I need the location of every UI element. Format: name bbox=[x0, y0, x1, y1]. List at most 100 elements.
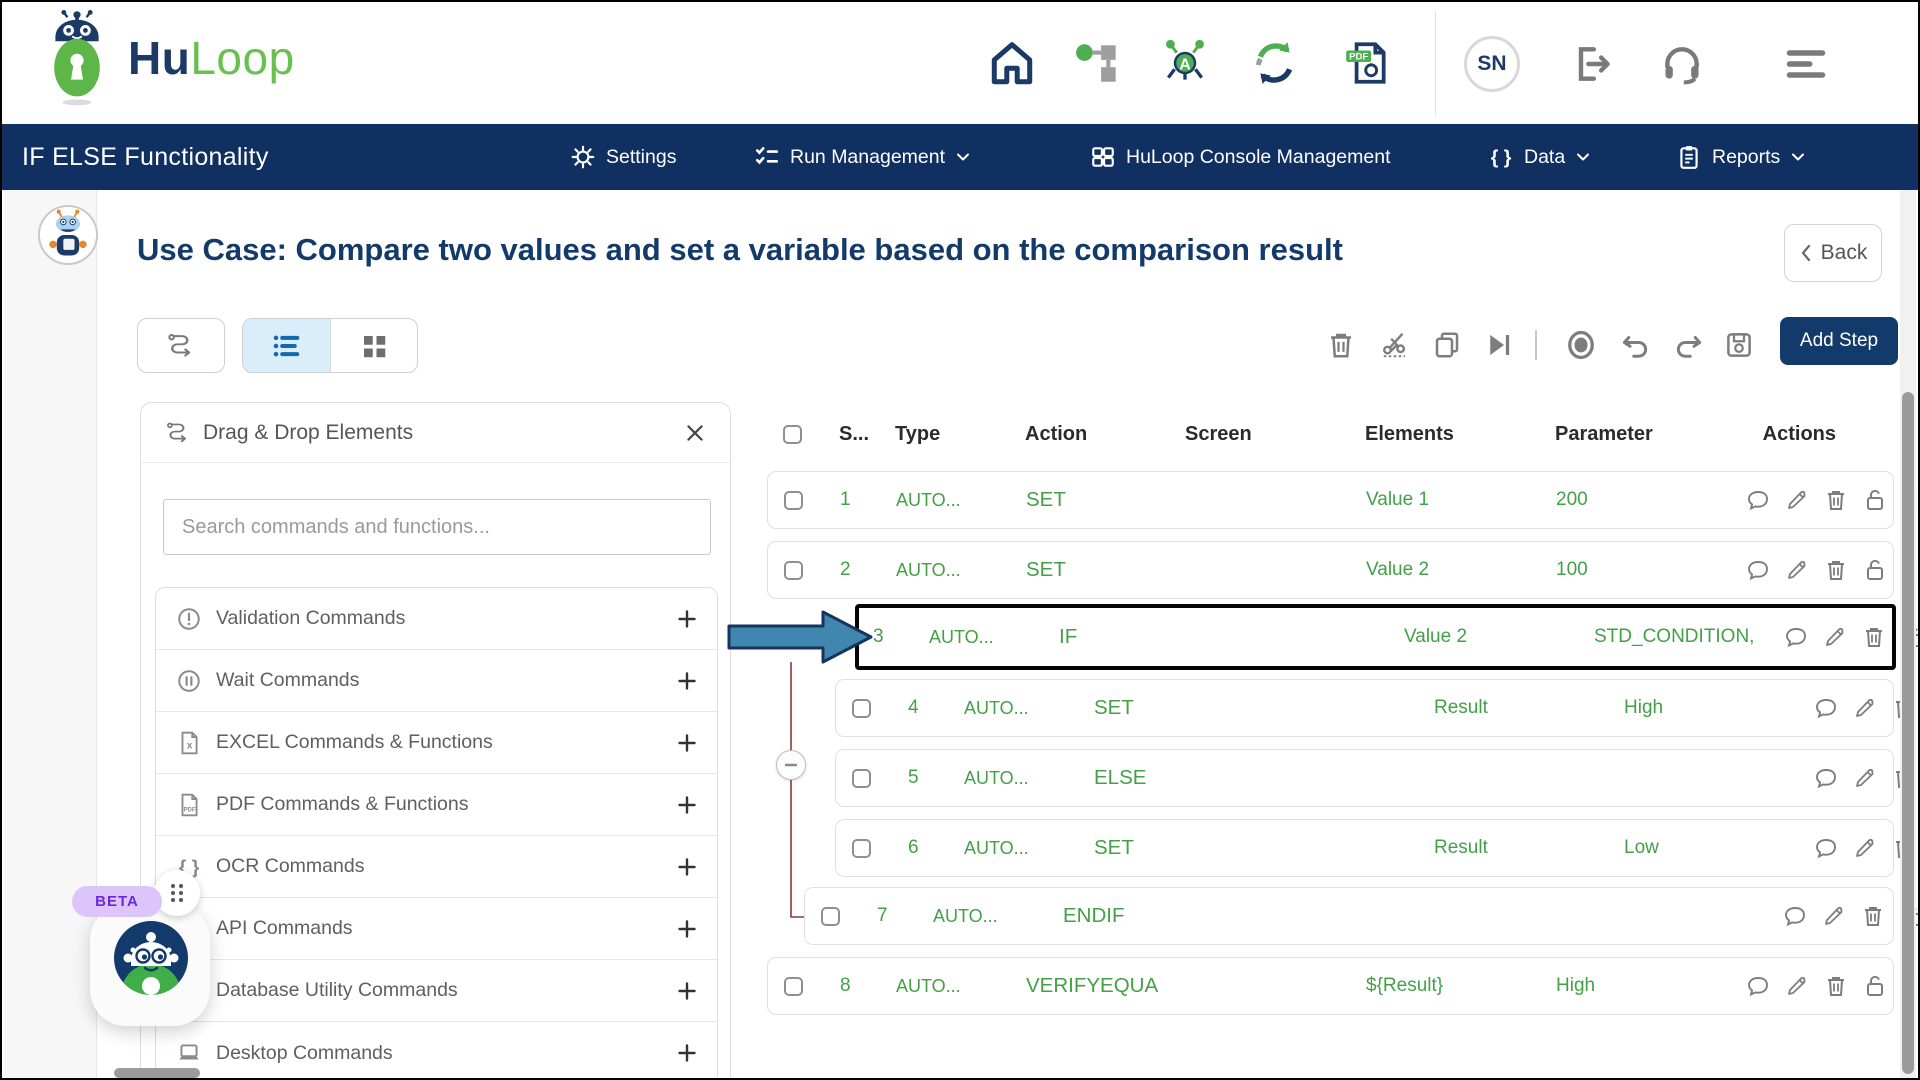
table-row-3-highlighted[interactable]: 3 AUTO... IF Value 2 STD_CONDITION, bbox=[859, 608, 1892, 666]
back-button[interactable]: Back bbox=[1784, 224, 1882, 282]
delete-icon[interactable] bbox=[1862, 625, 1886, 649]
list-item-ocr-commands[interactable]: OCR Commands bbox=[156, 836, 717, 898]
nav-item-console-management[interactable]: HuLoop Console Management bbox=[1090, 124, 1391, 190]
row-checkbox[interactable] bbox=[784, 977, 803, 996]
list-view-toggle[interactable] bbox=[243, 319, 330, 372]
comment-icon[interactable] bbox=[1814, 836, 1838, 860]
list-item-wait-commands[interactable]: Wait Commands bbox=[156, 650, 717, 712]
comment-icon[interactable] bbox=[1783, 904, 1807, 928]
undo-icon[interactable] bbox=[1620, 330, 1650, 360]
headset-icon[interactable] bbox=[1660, 42, 1704, 86]
redo-icon[interactable] bbox=[1674, 330, 1704, 360]
edit-icon[interactable] bbox=[1823, 625, 1847, 649]
unlock-icon[interactable] bbox=[1863, 974, 1887, 998]
table-row-8[interactable]: 8 AUTO... VERIFYEQUA ${Result} High bbox=[767, 957, 1894, 1015]
copy-icon[interactable] bbox=[1432, 330, 1462, 360]
table-row-4[interactable]: 4 AUTO... SET Result High bbox=[835, 679, 1894, 737]
record-icon[interactable] bbox=[1566, 330, 1596, 360]
comment-icon[interactable] bbox=[1746, 558, 1770, 582]
excel-file-icon bbox=[176, 730, 202, 756]
vertical-scroll-thumb[interactable] bbox=[1902, 392, 1914, 1074]
table-row-6[interactable]: 6 AUTO... SET Result Low bbox=[835, 819, 1894, 877]
user-avatar[interactable]: SN bbox=[1464, 36, 1520, 92]
table-row-1[interactable]: 1 AUTO... SET Value 1 200 bbox=[767, 471, 1894, 529]
nav-item-run-management[interactable]: Run Management bbox=[754, 124, 971, 190]
comment-icon[interactable] bbox=[1784, 625, 1808, 649]
expand-plus-icon[interactable] bbox=[677, 857, 697, 877]
expand-plus-icon[interactable] bbox=[677, 919, 697, 939]
expand-plus-icon[interactable] bbox=[677, 609, 697, 629]
workflow-icon[interactable] bbox=[1074, 38, 1124, 88]
row-checkbox[interactable] bbox=[852, 769, 871, 788]
list-item-validation-commands[interactable]: Validation Commands bbox=[156, 588, 717, 650]
edit-icon[interactable] bbox=[1853, 696, 1877, 720]
edit-icon[interactable] bbox=[1785, 558, 1809, 582]
laptop-icon bbox=[176, 1040, 202, 1066]
use-case-heading: Use Case: Compare two values and set a v… bbox=[137, 232, 1697, 268]
save-icon[interactable] bbox=[1724, 330, 1754, 360]
comment-icon[interactable] bbox=[1814, 766, 1838, 790]
close-icon[interactable] bbox=[684, 422, 706, 444]
table-row-2[interactable]: 2 AUTO... SET Value 2 100 bbox=[767, 541, 1894, 599]
table-row-5[interactable]: 5 AUTO... ELSE bbox=[835, 749, 1894, 807]
nav-item-data[interactable]: Data bbox=[1488, 124, 1591, 190]
home-icon[interactable] bbox=[987, 38, 1037, 88]
edit-icon[interactable] bbox=[1785, 974, 1809, 998]
delete-icon[interactable] bbox=[1861, 904, 1885, 928]
gear-icon bbox=[570, 144, 596, 170]
edit-icon[interactable] bbox=[1853, 836, 1877, 860]
row-checkbox[interactable] bbox=[852, 699, 871, 718]
top-header: HuLoop SN bbox=[2, 2, 1918, 124]
assistant-avatar[interactable] bbox=[38, 205, 98, 265]
horizontal-scroll-thumb[interactable] bbox=[114, 1068, 200, 1078]
expand-plus-icon[interactable] bbox=[677, 795, 697, 815]
route-icon bbox=[166, 331, 196, 361]
panel-title: Drag & Drop Elements bbox=[203, 421, 413, 445]
delete-icon[interactable] bbox=[1824, 488, 1848, 512]
nav-item-settings[interactable]: Settings bbox=[570, 124, 676, 190]
menu-icon[interactable] bbox=[1784, 42, 1828, 86]
automation-gear-icon[interactable] bbox=[1160, 38, 1210, 88]
delete-icon[interactable] bbox=[1824, 558, 1848, 582]
delete-icon[interactable] bbox=[1824, 974, 1848, 998]
table-row-7[interactable]: 7 AUTO... ENDIF bbox=[804, 887, 1894, 945]
expand-plus-icon[interactable] bbox=[677, 733, 697, 753]
row-checkbox[interactable] bbox=[784, 491, 803, 510]
alert-circle-icon bbox=[176, 606, 202, 632]
list-item-desktop-commands[interactable]: Desktop Commands bbox=[156, 1022, 717, 1080]
pdf-file-icon bbox=[176, 792, 202, 818]
drag-handle[interactable] bbox=[154, 870, 200, 916]
add-step-button[interactable]: Add Step bbox=[1780, 317, 1898, 365]
unlock-icon[interactable] bbox=[1863, 488, 1887, 512]
flow-view-toggle[interactable] bbox=[137, 318, 225, 373]
edit-icon[interactable] bbox=[1785, 488, 1809, 512]
select-all-checkbox[interactable] bbox=[783, 425, 802, 444]
list-item-pdf-commands[interactable]: PDF Commands & Functions bbox=[156, 774, 717, 836]
assistant-widget-card[interactable] bbox=[90, 904, 210, 1026]
list-item-api-commands[interactable]: API Commands bbox=[156, 898, 717, 960]
search-input[interactable] bbox=[163, 499, 711, 555]
expand-plus-icon[interactable] bbox=[677, 1043, 697, 1063]
nav-item-reports[interactable]: Reports bbox=[1676, 124, 1806, 190]
skip-to-end-icon[interactable] bbox=[1484, 330, 1514, 360]
logout-icon[interactable] bbox=[1570, 42, 1614, 86]
edit-icon[interactable] bbox=[1822, 904, 1846, 928]
huloop-logo[interactable]: HuLoop bbox=[40, 10, 295, 106]
sync-icon[interactable] bbox=[1250, 38, 1300, 88]
collapse-branch-button[interactable] bbox=[776, 750, 806, 780]
cut-icon[interactable] bbox=[1380, 330, 1410, 360]
delete-icon[interactable] bbox=[1326, 330, 1356, 360]
comment-icon[interactable] bbox=[1746, 488, 1770, 512]
row-checkbox[interactable] bbox=[852, 839, 871, 858]
edit-icon[interactable] bbox=[1853, 766, 1877, 790]
comment-icon[interactable] bbox=[1814, 696, 1838, 720]
list-item-database-utility-commands[interactable]: Database Utility Commands bbox=[156, 960, 717, 1022]
expand-plus-icon[interactable] bbox=[677, 981, 697, 1001]
row-checkbox[interactable] bbox=[784, 561, 803, 580]
expand-plus-icon[interactable] bbox=[677, 671, 697, 691]
list-item-excel-commands[interactable]: EXCEL Commands & Functions bbox=[156, 712, 717, 774]
pdf-tool-icon[interactable] bbox=[1342, 38, 1392, 88]
grid-view-toggle[interactable] bbox=[330, 319, 418, 372]
comment-icon[interactable] bbox=[1746, 974, 1770, 998]
unlock-icon[interactable] bbox=[1863, 558, 1887, 582]
